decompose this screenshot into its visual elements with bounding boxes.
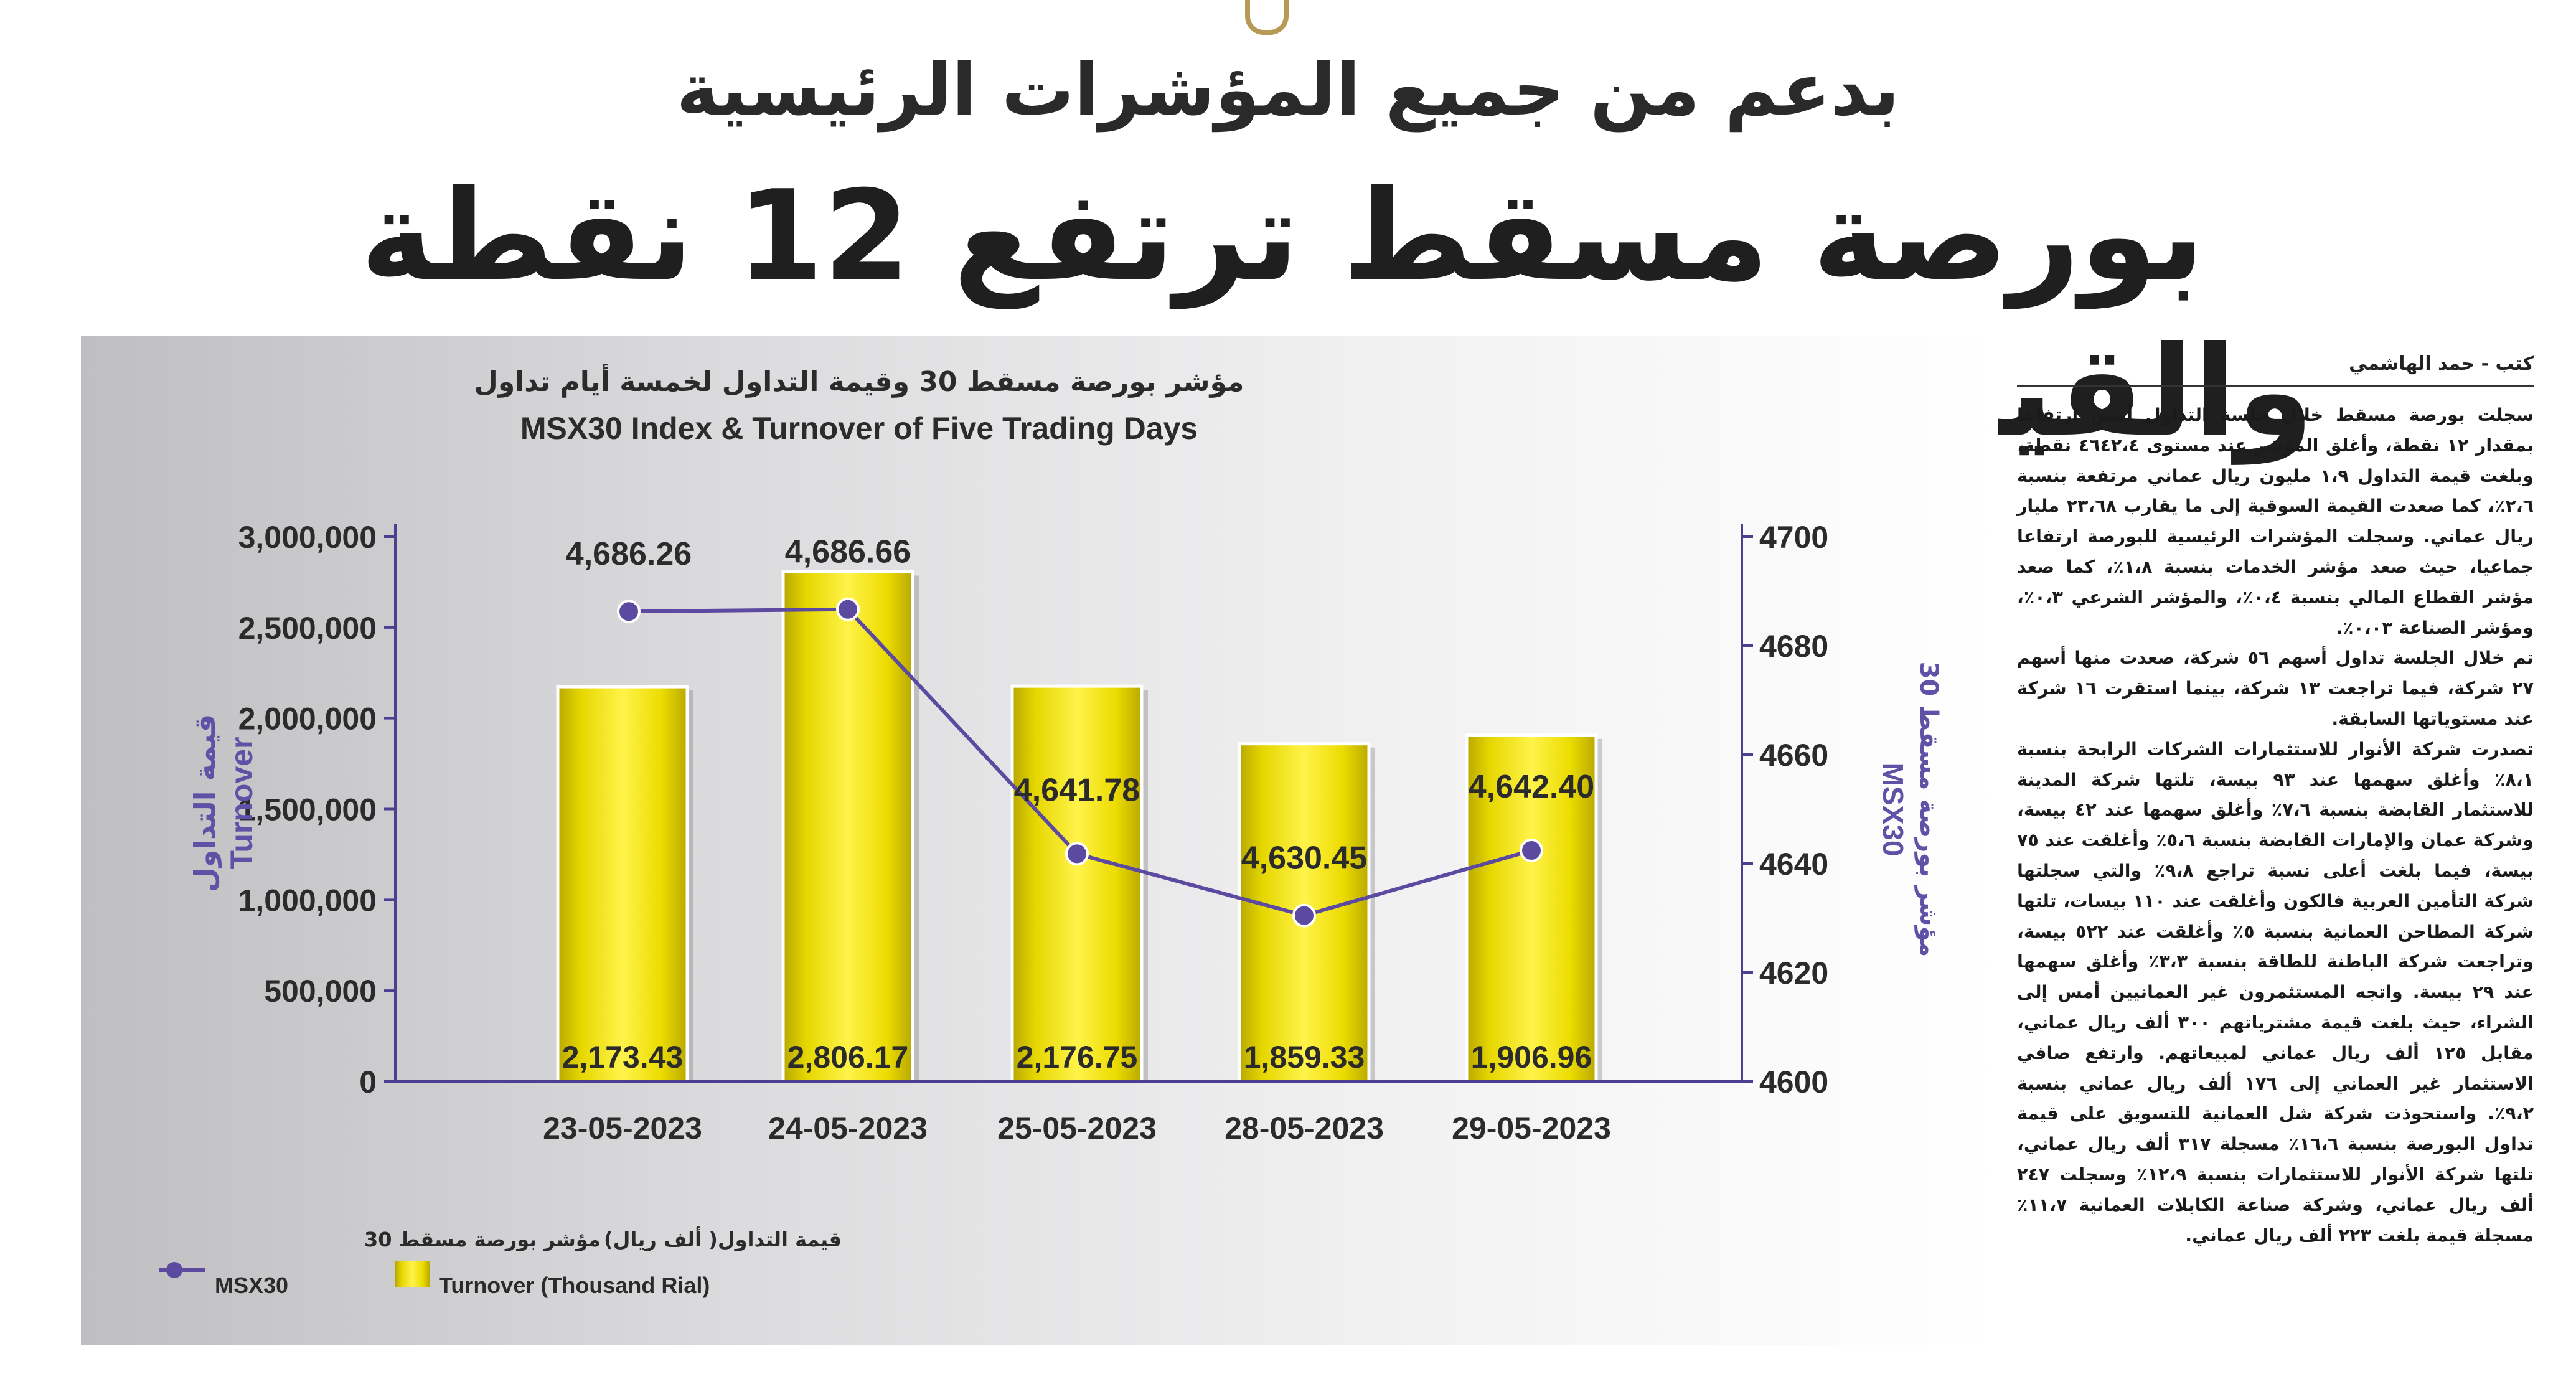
x-axis-tick-label: 25-05-2023 (997, 1111, 1157, 1146)
article-paragraph: تم خلال الجلسة تداول أسهم ٥٦ شركة، صعدت … (2017, 647, 2534, 729)
left-axis-tick-label: 1,000,000 (238, 883, 377, 918)
right-axis-tick-label: 4680 (1759, 629, 1828, 664)
chart-title-english: MSX30 Index & Turnover of Five Trading D… (520, 411, 1198, 446)
article-column: كتب - حمد الهاشمي سجلت بورصة مسقط خلال ج… (2017, 349, 2534, 1251)
x-axis-tick-label: 23-05-2023 (543, 1111, 702, 1146)
legend-msx30-label-english: MSX30 (215, 1273, 288, 1298)
y-right-title-arabic: مؤشر بورصة مسقط 30 (1914, 662, 1943, 958)
legend-turnover-label-english: Turnover (Thousand Rial) (439, 1273, 710, 1298)
turnover-bar (556, 685, 689, 1083)
msx30-value-label: 4,641.78 (1014, 772, 1140, 808)
msx30-value-label: 4,686.26 (566, 536, 692, 572)
msx30-value-label: 4,642.40 (1469, 769, 1594, 805)
left-axis-tick-label: 3,000,000 (238, 520, 377, 555)
chart-title-arabic: مؤشر بورصة مسقط 30 وقيمة التداول لخمسة أ… (474, 364, 1244, 398)
turnover-value-label: 1,906.96 (1471, 1040, 1592, 1075)
turnover-bars (556, 570, 1602, 1083)
legend: مؤشر بورصة مسقط 30 MSX30 قيمة التداول( أ… (159, 1226, 842, 1298)
msx30-value-label: 4,686.66 (785, 534, 911, 570)
turnover-value-label: 1,859.33 (1244, 1040, 1365, 1075)
turnover-bar (1010, 684, 1144, 1083)
article-byline: كتب - حمد الهاشمي (2017, 349, 2534, 387)
y-left-title-arabic: قيمة التداول (188, 714, 222, 892)
right-axis-tick-label: 4640 (1759, 847, 1828, 882)
turnover-bar (1465, 733, 1598, 1083)
msx30-value-label: 4,630.45 (1241, 840, 1367, 877)
article-paragraph: سجلت بورصة مسقط خلال جلسة التداول أمس ار… (2017, 405, 2534, 638)
y-right-title-english: MSX30 (1877, 763, 1909, 857)
left-axis-ticks: 0 500,000 1,000,000 1,500,000 2,000,000 2,500… (238, 520, 395, 1099)
right-axis-tick-label: 4700 (1759, 520, 1828, 555)
x-axis-labels: 23-05-2023 24-05-2023 25-05-2023 28-05-2023… (543, 1111, 1611, 1146)
msx30-points (617, 597, 1543, 928)
right-axis-tick-label: 4600 (1759, 1065, 1828, 1099)
left-axis-tick-label: 2,000,000 (238, 702, 377, 737)
legend-msx30-dot-icon (166, 1262, 182, 1278)
left-axis-tick-label: 0 (359, 1065, 377, 1099)
article-body: سجلت بورصة مسقط خلال جلسة التداول أمس ار… (2017, 400, 2534, 1251)
left-axis-tick-label: 2,500,000 (238, 611, 377, 646)
right-axis-tick-label: 4660 (1759, 738, 1828, 773)
newspaper-logo-mark (1245, 0, 1289, 35)
chart-svg: مؤشر بورصة مسقط 30 وقيمة التداول لخمسة أ… (159, 364, 1943, 1298)
msx30-value-labels: 4,686.26 4,686.66 4,641.78 4,630.45 4,642.40 (566, 534, 1594, 877)
turnover-value-label: 2,176.75 (1017, 1040, 1138, 1075)
turnover-value-labels: 2,173.43 2,806.17 2,176.75 1,859.33 1,906.96 (562, 1040, 1592, 1075)
msx30-point (1292, 903, 1316, 928)
turnover-bar (781, 570, 914, 1083)
chart-panel: مؤشر بورصة مسقط 30 وقيمة التداول لخمسة أ… (81, 336, 1998, 1345)
article-paragraph: تصدرت شركة الأنوار للاستثمارات الشركات ا… (2017, 738, 2534, 1246)
y-left-title-english: Turnover (224, 737, 259, 870)
turnover-value-label: 2,173.43 (562, 1040, 684, 1075)
legend-turnover-label-arabic: قيمة التداول( ألف ريال) (604, 1226, 842, 1251)
msx30-point (836, 597, 860, 621)
left-axis-tick-label: 1,500,000 (238, 793, 377, 827)
msx30-point (617, 600, 641, 624)
kicker-headline: بدعم من جميع المؤشرات الرئيسية (676, 48, 1900, 132)
turnover-value-label: 2,806.17 (787, 1040, 909, 1075)
right-axis-ticks: 4600 4620 4640 4660 4680 4700 (1742, 520, 1828, 1099)
left-axis-tick-label: 500,000 (264, 974, 377, 1009)
legend-turnover-swatch-icon (395, 1261, 430, 1287)
msx30-point (1065, 842, 1089, 866)
legend-msx30-label-arabic: مؤشر بورصة مسقط 30 (364, 1228, 601, 1251)
x-axis-tick-label: 24-05-2023 (768, 1111, 928, 1146)
msx30-point (1520, 839, 1543, 862)
x-axis-tick-label: 28-05-2023 (1225, 1111, 1384, 1146)
x-axis-tick-label: 29-05-2023 (1452, 1111, 1611, 1146)
right-axis-tick-label: 4620 (1759, 956, 1828, 991)
